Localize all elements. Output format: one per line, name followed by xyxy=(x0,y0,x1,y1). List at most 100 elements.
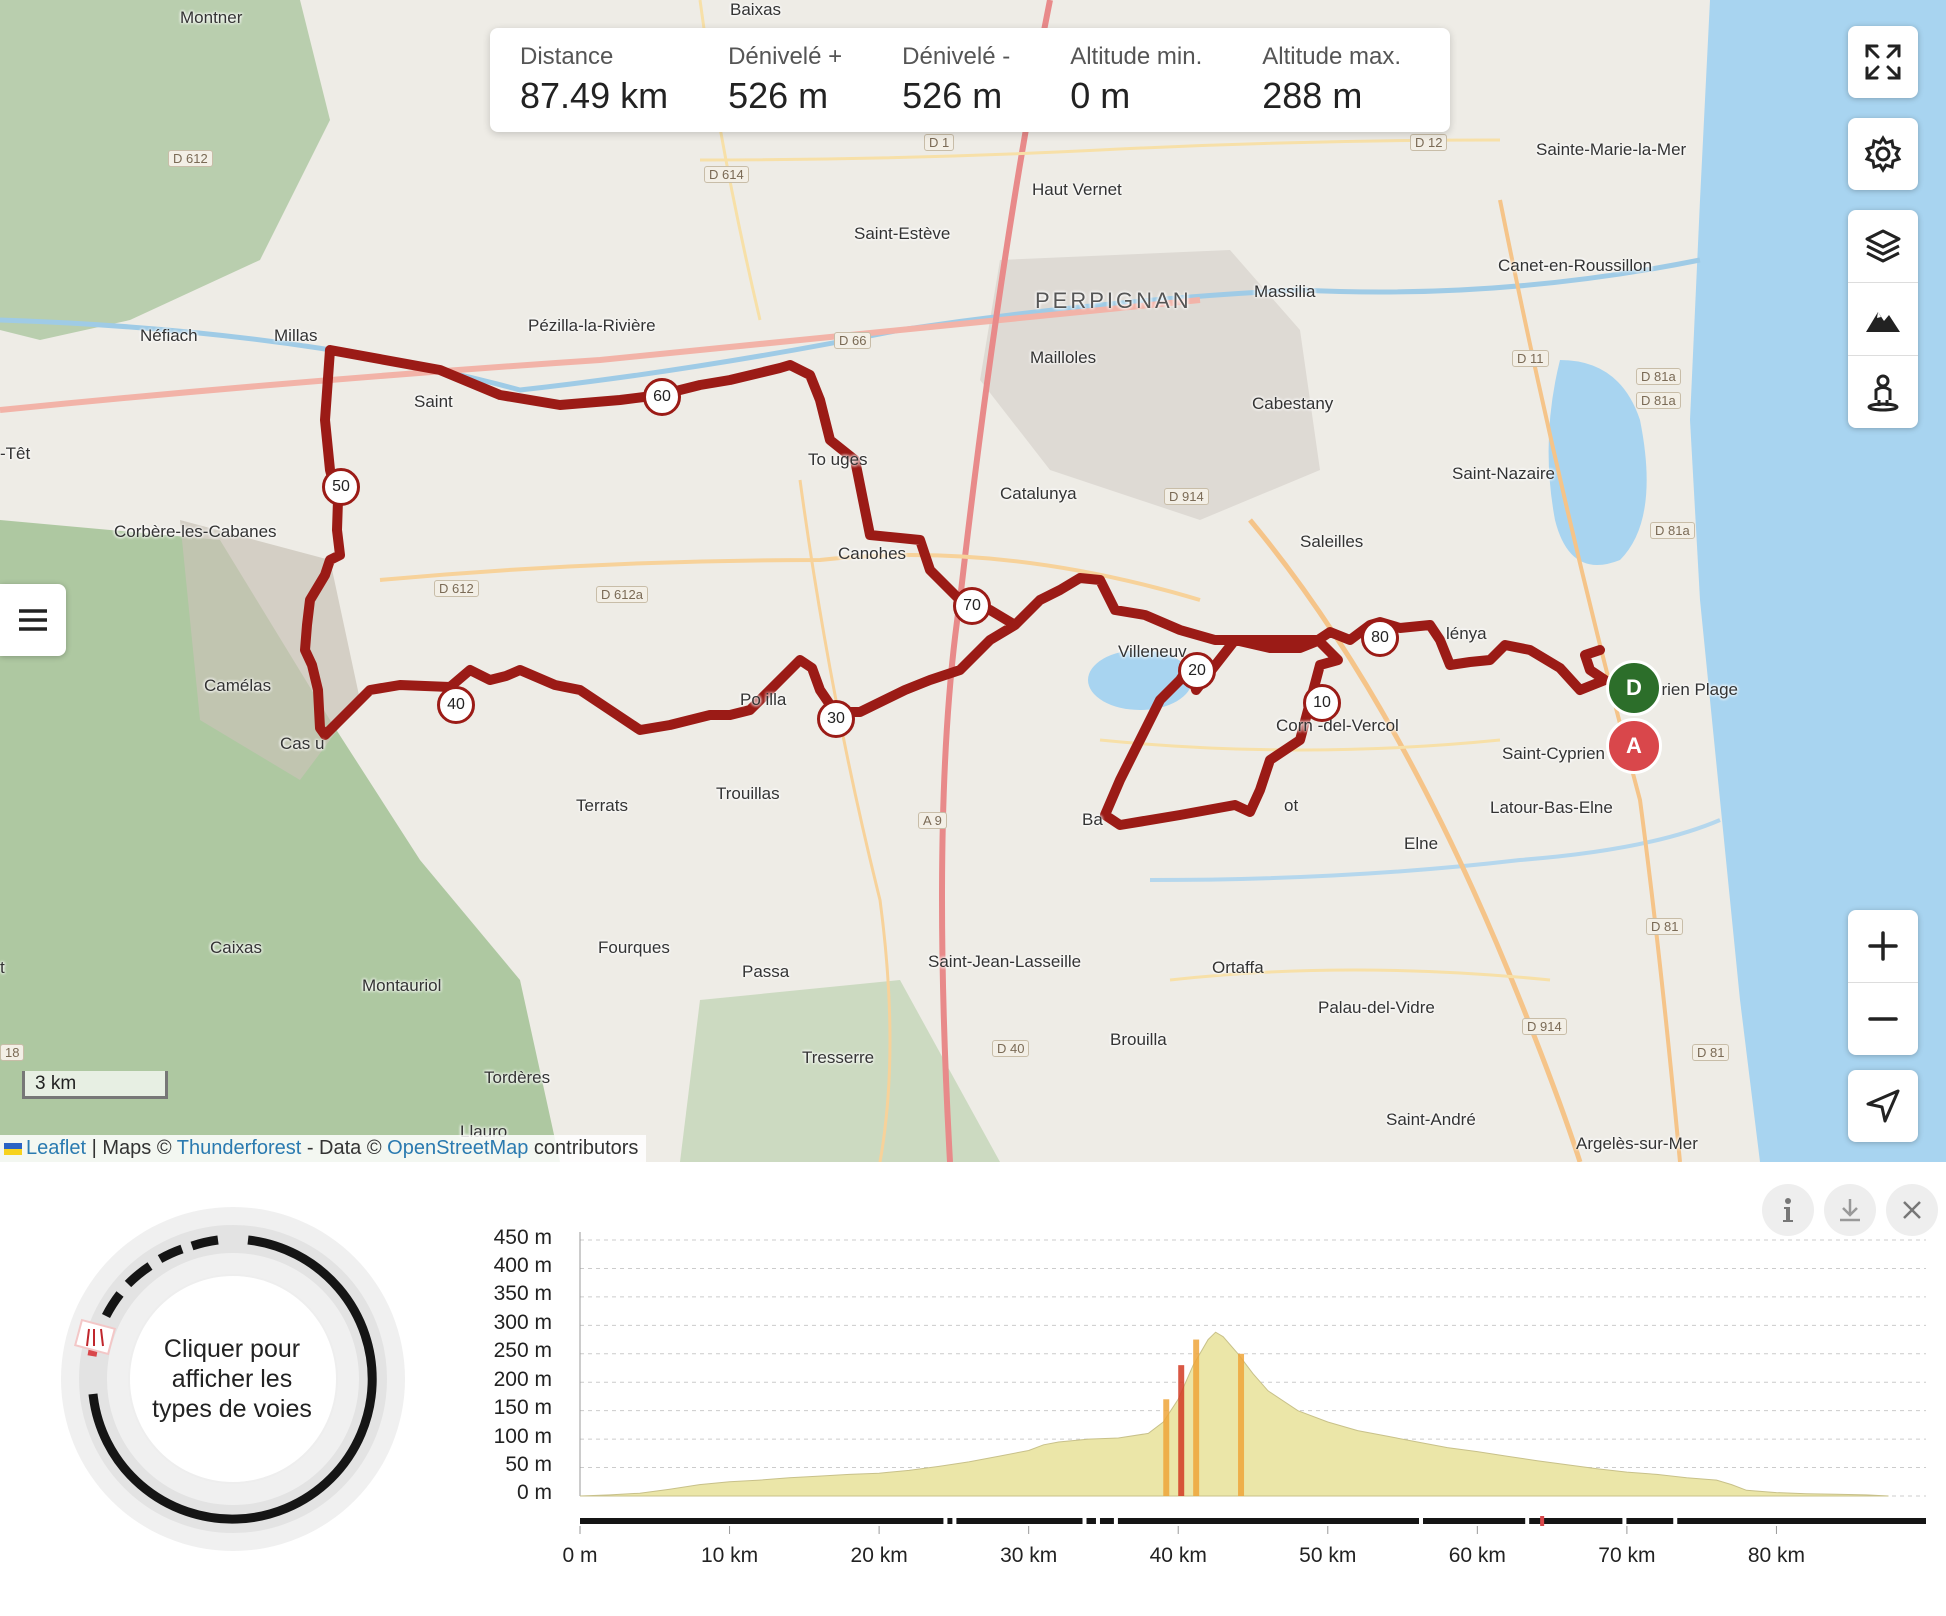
place-label: Saint-Cyprien xyxy=(1502,744,1605,763)
place-label: Po illa xyxy=(740,690,787,709)
terrain-button[interactable] xyxy=(1848,282,1918,355)
thunderforest-link[interactable]: Thunderforest xyxy=(176,1137,302,1159)
place-label: Saint-André xyxy=(1386,1110,1476,1129)
mountain-icon xyxy=(1866,312,1900,332)
km-marker[interactable]: 10 xyxy=(1303,684,1341,722)
road-label: D 81a xyxy=(1636,368,1681,385)
start-pin[interactable]: D xyxy=(1606,660,1662,716)
place-label: Mailloles xyxy=(1030,348,1097,367)
stat-elevation-loss: Dénivelé - 526 m xyxy=(902,43,1010,117)
donut-chart xyxy=(61,1207,405,1551)
place-label: Argelès-sur-Mer xyxy=(1576,1134,1698,1153)
stat-value: 288 m xyxy=(1262,75,1363,116)
road-label: D 612 xyxy=(168,150,213,167)
km-marker[interactable]: 70 xyxy=(953,587,991,625)
scale-bar: 3 km xyxy=(22,1071,168,1099)
place-label: Canohes xyxy=(838,544,907,563)
place-label: ot xyxy=(1284,796,1299,815)
attribution-text: | Maps © xyxy=(86,1137,177,1159)
place-label: lénya xyxy=(1446,624,1487,643)
stat-distance: Distance 87.49 km xyxy=(520,43,668,117)
y-tick-label: 250 m xyxy=(493,1339,552,1362)
place-label: Caixas xyxy=(210,938,262,957)
stat-elevation-gain: Dénivelé + 526 m xyxy=(728,43,842,117)
km-marker[interactable]: 80 xyxy=(1361,619,1399,657)
settings-control xyxy=(1848,118,1918,190)
navigation-arrow-icon xyxy=(1866,1089,1900,1123)
stat-altitude-min: Altitude min. 0 m xyxy=(1070,43,1202,117)
close-icon xyxy=(1903,1201,1921,1219)
fullscreen-control xyxy=(1848,26,1918,98)
place-label: Néfiach xyxy=(140,326,198,345)
km-marker[interactable]: 40 xyxy=(437,686,475,724)
km-marker[interactable]: 50 xyxy=(322,468,360,506)
menu-toggle-button[interactable] xyxy=(0,584,66,656)
zoom-in-button[interactable] xyxy=(1848,910,1918,982)
place-label: Massilia xyxy=(1254,282,1316,301)
x-tick-label: 60 km xyxy=(1448,1544,1506,1567)
x-tick-label: 70 km xyxy=(1598,1544,1656,1567)
place-label: Millas xyxy=(274,326,318,345)
road-label: D 612 xyxy=(434,580,479,597)
warning-road-icon xyxy=(73,1318,117,1356)
place-label: Catalunya xyxy=(1000,484,1077,503)
zoom-control xyxy=(1848,910,1918,1055)
close-button[interactable] xyxy=(1886,1184,1938,1236)
zoom-out-button[interactable] xyxy=(1848,982,1918,1055)
stat-label: Dénivelé + xyxy=(728,43,843,70)
download-icon xyxy=(1840,1199,1860,1222)
fullscreen-button[interactable] xyxy=(1848,26,1918,98)
place-label: Corn -del-Vercol xyxy=(1276,716,1399,735)
map-layer-control xyxy=(1848,210,1918,428)
place-label: Passa xyxy=(742,962,790,981)
road-label: D 66 xyxy=(834,332,872,349)
place-label: Villeneuv xyxy=(1118,642,1187,661)
hamburger-icon xyxy=(19,609,47,631)
road-label: D 81 xyxy=(1692,1044,1730,1061)
gear-icon xyxy=(1864,135,1902,173)
stat-value: 526 m xyxy=(902,75,1003,116)
openstreetmap-link[interactable]: OpenStreetMap xyxy=(387,1137,529,1159)
road-label: D 81 xyxy=(1646,918,1684,935)
place-label: Saint-Nazaire xyxy=(1452,464,1555,483)
leaflet-link[interactable]: Leaflet xyxy=(26,1137,87,1159)
road-label: D 614 xyxy=(704,166,749,183)
place-label: PERPIGNAN xyxy=(1035,288,1192,313)
minus-icon xyxy=(1868,1017,1898,1021)
download-button[interactable] xyxy=(1824,1184,1876,1236)
layers-button[interactable] xyxy=(1848,210,1918,282)
settings-button[interactable] xyxy=(1848,118,1918,190)
pegman-icon xyxy=(1867,374,1899,412)
locate-button[interactable] xyxy=(1848,1070,1918,1142)
place-label: Montner xyxy=(180,8,243,27)
streetview-button[interactable] xyxy=(1848,355,1918,428)
road-label: A 9 xyxy=(918,812,947,829)
road-label: D 81a xyxy=(1636,392,1681,409)
stat-altitude-max: Altitude max. 288 m xyxy=(1262,43,1401,117)
end-pin[interactable]: A xyxy=(1606,718,1662,774)
place-label: Pézilla-la-Rivière xyxy=(528,316,656,335)
info-icon xyxy=(1783,1198,1793,1222)
km-marker[interactable]: 30 xyxy=(817,700,855,738)
place-label: -Têt xyxy=(0,444,31,463)
place-label: Baixas xyxy=(730,0,782,19)
way-types-donut[interactable] xyxy=(58,1204,408,1559)
km-marker[interactable]: 60 xyxy=(643,378,681,416)
map[interactable]: Montner Baixas Haut Vernet Sainte-Marie-… xyxy=(0,0,1946,1162)
y-tick-label: 400 m xyxy=(493,1254,552,1277)
stat-value: 87.49 km xyxy=(520,75,669,116)
place-label: Camélas xyxy=(204,676,272,695)
y-tick-label: 450 m xyxy=(493,1226,552,1249)
info-button[interactable] xyxy=(1762,1184,1814,1236)
place-label: t xyxy=(0,958,5,977)
place-label: Trouillas xyxy=(716,784,780,803)
x-tick-label: 30 km xyxy=(1000,1544,1058,1567)
road-label: D 81a xyxy=(1650,522,1695,539)
place-label: Tresserre xyxy=(802,1048,875,1067)
route-stats-panel: Distance 87.49 km Dénivelé + 526 m Dénivel… xyxy=(490,28,1450,132)
attribution: Leaflet | Maps © Thunderforest - Data © … xyxy=(0,1135,647,1162)
way-types-prompt[interactable]: Cliquer pour afficher les types de voies xyxy=(130,1334,334,1424)
y-tick-label: 200 m xyxy=(493,1368,552,1391)
km-marker[interactable]: 20 xyxy=(1178,652,1216,690)
place-label: Ba xyxy=(1082,810,1103,829)
